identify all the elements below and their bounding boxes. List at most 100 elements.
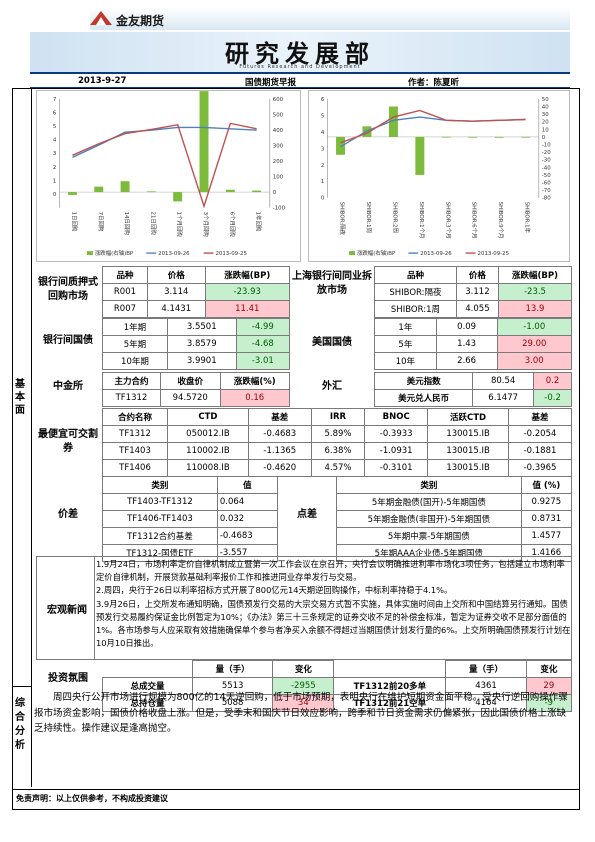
table-row: 5年期中票-5年期国债 1.4577 bbox=[336, 527, 573, 545]
table-row: 10年期 3.9901 -3.01 bbox=[102, 352, 291, 370]
legend-label: 涨跌幅(右轴)BP bbox=[357, 249, 396, 257]
disclaimer: 免责声明：以上仅供参考，不构成投资建议 bbox=[12, 789, 580, 810]
y-tick-label-left: 2 bbox=[321, 163, 324, 169]
x-tick-label: SHIBOR:1周 bbox=[365, 202, 372, 233]
table-row: TF1406 110008.IB -0.4620 4.57% -0.3101 130015… bbox=[102, 459, 573, 477]
chart-bar bbox=[336, 136, 346, 155]
spread-cell: TF1312-国债ETF bbox=[102, 544, 218, 562]
y-tick-label-right: -70 bbox=[542, 188, 551, 194]
report-date: 2013-9-27 bbox=[78, 76, 127, 86]
ctd-header: 基差 bbox=[507, 408, 573, 426]
us-bond-change: -1.00 bbox=[496, 318, 572, 336]
legend-swatch bbox=[86, 251, 93, 256]
y-tick-label-left: 7 bbox=[53, 97, 56, 103]
sentiment-cell: -9 bbox=[525, 694, 573, 712]
sentiment-cell: 5088 bbox=[191, 694, 274, 712]
ctd-cell: 130015.IB bbox=[427, 459, 509, 477]
x-tick-label: SHIBOR:2周 bbox=[391, 202, 398, 233]
spread-header: 类别 bbox=[102, 476, 218, 494]
repo-header-price: 价格 bbox=[146, 266, 206, 284]
y-tick-label-right: -60 bbox=[542, 181, 551, 187]
y-tick-label-right: -30 bbox=[542, 158, 551, 164]
table-row: TF1312 050012.IB -0.4683 5.89% -0.3933 130015… bbox=[102, 425, 573, 443]
shibor-market-label: 上海银行间同业拆放市场 bbox=[292, 271, 372, 296]
ctd-cell: -1.0931 bbox=[364, 442, 429, 460]
point-spread-cell: 1.4166 bbox=[520, 544, 573, 562]
news-label: 宏观新闻 bbox=[47, 605, 87, 616]
us-bond-yield: 0.09 bbox=[435, 318, 498, 336]
ctd-header: 基差 bbox=[247, 408, 312, 426]
shibor-change: -23.5 bbox=[497, 283, 573, 301]
y-tick-label-right: 400 bbox=[273, 128, 284, 134]
shibor-name: SHIBOR:隔夜 bbox=[374, 283, 457, 301]
sentiment-header: 变化 bbox=[525, 660, 573, 678]
chart-bar bbox=[199, 91, 209, 193]
point-spread-cell: 0.9275 bbox=[520, 493, 573, 511]
shibor-change: 13.9 bbox=[497, 300, 573, 318]
shibor-header-name: 品种 bbox=[374, 266, 457, 284]
sentiment-label: 投资氛围 bbox=[48, 673, 88, 684]
section-basic-label: 基本面 bbox=[15, 379, 25, 416]
repo-header-change: 涨跌幅(BP) bbox=[204, 266, 291, 284]
ctd-cell: 110002.IB bbox=[167, 442, 249, 460]
ctd-cell: -0.4620 bbox=[247, 459, 312, 477]
shibor-header-change: 涨跌幅(BP) bbox=[497, 266, 573, 284]
legend-swatch bbox=[349, 251, 355, 256]
legend-label: 2013-09-25 bbox=[215, 251, 247, 257]
ctd-cell: -0.4683 bbox=[247, 425, 312, 443]
fx-label: 外汇 bbox=[322, 381, 342, 392]
cn-bond-label: 银行间国债 bbox=[43, 335, 93, 346]
repo-name: R007 bbox=[102, 300, 148, 318]
ctd-cell: TF1312 bbox=[102, 425, 168, 443]
chart-bar bbox=[415, 136, 425, 175]
y-tick-label-right: 500 bbox=[273, 112, 284, 118]
y-tick-label-left: 6 bbox=[321, 97, 325, 103]
point-spread-label: 点差 bbox=[297, 509, 317, 520]
point-spread-cell: 1.4577 bbox=[520, 527, 573, 545]
cffex-header-close: 收盘价 bbox=[159, 372, 221, 390]
ctd-cell: 130015.IB bbox=[427, 442, 509, 460]
point-spread-table: 类别值 (%) 5年期金融债(国开)-5年期国债 0.9275 5年期金融债(非国… bbox=[336, 476, 573, 562]
y-tick-label-left: 6 bbox=[53, 110, 57, 116]
table-row: SHIBOR:隔夜 3.112 -23.5 bbox=[374, 283, 573, 301]
fx-value: 80.54 bbox=[472, 372, 535, 390]
sentiment-cell: 34 bbox=[272, 694, 335, 712]
cn-bond-change: -3.01 bbox=[235, 352, 291, 370]
report-author: 作者：陈夏昕 bbox=[408, 78, 460, 88]
repo-name: R001 bbox=[102, 283, 148, 301]
report-frame bbox=[12, 88, 580, 810]
sentiment-cell: 总持仓量 bbox=[102, 694, 193, 712]
y-tick-label-right: 100 bbox=[273, 175, 284, 181]
point-spread-cell: 0.8731 bbox=[520, 510, 573, 528]
ctd-header: IRR bbox=[310, 408, 366, 426]
ctd-cell: -0.3933 bbox=[364, 425, 429, 443]
company-logo-icon bbox=[90, 11, 112, 25]
report-header: 金友期货 研究发展部 Futures Research and Developm… bbox=[30, 8, 570, 72]
x-tick-label: 7日回购 bbox=[97, 212, 105, 232]
y-tick-label-left: 5 bbox=[53, 124, 56, 130]
y-tick-label-left: 4 bbox=[53, 138, 57, 144]
repo-price: 4.1431 bbox=[146, 300, 206, 318]
shibor-price: 4.055 bbox=[455, 300, 499, 318]
table-row: 美元兑人民币 6.1477 -0.2 bbox=[373, 389, 572, 407]
cffex-header-change: 涨跌幅(%) bbox=[219, 372, 291, 390]
table-row: 1年 0.09 -1.00 bbox=[374, 318, 572, 336]
chart-bar bbox=[120, 181, 130, 193]
shibor-name: SHIBOR:1周 bbox=[374, 300, 457, 318]
cffex-table: 主力合约 收盘价 涨跌幅(%) TF1312 94.5720 0.16 bbox=[102, 372, 291, 407]
legend-label: 2013-09-26 bbox=[158, 251, 190, 257]
shibor-header-price: 价格 bbox=[455, 266, 499, 284]
us-bond-table: 1年 0.09 -1.00 5年 1.43 29.00 10年 2.66 3.00 bbox=[374, 318, 572, 370]
news-item: 3.9月26日，上交所发布通知明确，国债预发行交易的大宗交易方式暂不实施，具体实… bbox=[96, 598, 571, 649]
us-bond-label: 美国国债 bbox=[312, 337, 352, 348]
y-tick-label-right: 20 bbox=[542, 120, 549, 126]
point-spread-cell: 5年期中票-5年期国债 bbox=[336, 527, 522, 545]
repo-header-name: 品种 bbox=[102, 266, 148, 284]
us-bond-term: 5年 bbox=[374, 335, 437, 353]
us-bond-change: 3.00 bbox=[496, 352, 572, 370]
us-bond-term: 1年 bbox=[374, 318, 437, 336]
cn-bond-yield: 3.5501 bbox=[166, 318, 237, 336]
x-tick-label: SHIBOR:隔夜 bbox=[339, 202, 347, 236]
fx-change: 0.2 bbox=[533, 372, 572, 390]
spread-label: 价差 bbox=[58, 509, 78, 520]
